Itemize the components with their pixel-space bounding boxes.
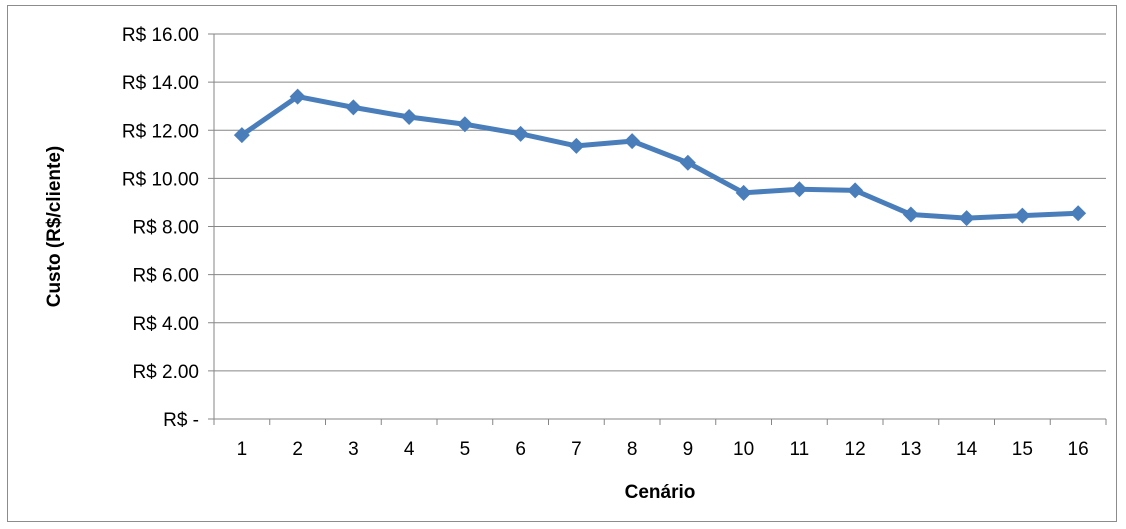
data-point-marker <box>1070 205 1087 222</box>
chart-area <box>7 5 1117 522</box>
x-tick-label: 7 <box>571 439 582 460</box>
data-point-marker <box>902 206 919 223</box>
data-point-marker <box>735 184 752 201</box>
x-tick-label: 3 <box>348 439 359 460</box>
x-tick-label: 12 <box>845 439 866 460</box>
x-tick-labels: 1 2 3 4 5 6 7 8 9 10 11 12 13 14 15 16 <box>237 439 1089 460</box>
y-tick-label: R$ 8.00 <box>132 218 199 239</box>
data-point-marker <box>233 127 250 144</box>
data-point-marker <box>289 88 306 105</box>
x-tick-label: 6 <box>515 439 526 460</box>
x-tick-label: 15 <box>1012 439 1033 460</box>
y-tick-label: R$ 12.00 <box>122 121 199 142</box>
series-line <box>239 94 1081 221</box>
y-tick-label: R$ - <box>163 410 199 431</box>
x-tick-label: 5 <box>460 439 471 460</box>
data-point-marker <box>958 210 975 227</box>
y-tick-label: R$ 2.00 <box>132 362 199 383</box>
x-tick-label: 14 <box>956 439 978 460</box>
x-tick-label: 1 <box>237 439 248 460</box>
y-tick-label: R$ 4.00 <box>132 314 199 335</box>
y-tick-labels: R$ - R$ 2.00 R$ 4.00 R$ 6.00 R$ 8.00 R$ 10.00… <box>122 25 199 431</box>
x-tick-label: 9 <box>683 439 694 460</box>
y-axis-title: Custo (R$/cliente) <box>44 146 65 308</box>
data-point-marker <box>568 137 585 154</box>
data-point-marker <box>679 154 696 171</box>
y-tick-label: R$ 14.00 <box>122 73 199 94</box>
x-tick-label: 10 <box>733 439 754 460</box>
data-point-marker <box>847 182 864 199</box>
y-tick-label: R$ 10.00 <box>122 169 199 190</box>
series-group <box>233 88 1087 227</box>
data-point-marker <box>345 99 362 116</box>
data-point-marker <box>512 125 529 142</box>
data-point-marker <box>1014 207 1031 224</box>
x-tick-label: 16 <box>1068 439 1089 460</box>
gridlines <box>214 33 1106 372</box>
y-tick-label: R$ 6.00 <box>132 266 199 287</box>
x-tick-label: 11 <box>790 439 810 460</box>
data-point-marker <box>624 133 641 150</box>
x-tick-label: 8 <box>627 439 638 460</box>
x-tick-label: 2 <box>292 439 303 460</box>
data-point-marker <box>401 109 418 126</box>
data-point-marker <box>456 116 473 133</box>
y-tick-label: R$ 16.00 <box>122 25 199 46</box>
axes <box>208 33 1107 425</box>
x-axis-title: Cenário <box>625 482 696 503</box>
data-point-marker <box>791 181 808 198</box>
x-tick-label: 13 <box>900 439 921 460</box>
x-tick-label: 4 <box>404 439 415 460</box>
